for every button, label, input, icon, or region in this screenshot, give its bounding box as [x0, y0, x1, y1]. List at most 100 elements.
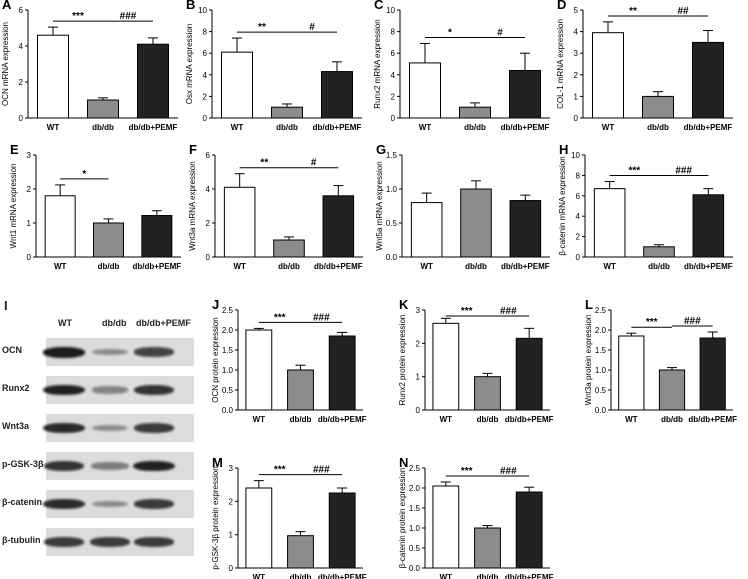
- category-label: db/db: [276, 123, 298, 132]
- category-label: WT: [603, 262, 616, 271]
- bar: [409, 62, 441, 119]
- y-axis-label: Runx2 mRNA expression: [373, 19, 382, 108]
- panel-letter: N: [399, 455, 408, 470]
- blot-row-label: p-GSK-3β: [2, 459, 44, 469]
- blot-band: [134, 347, 174, 357]
- y-tick-label: 3: [27, 151, 32, 160]
- y-tick-label: 0: [27, 253, 32, 262]
- category-label: db/db+PEMF: [684, 123, 733, 132]
- bar: [137, 43, 169, 119]
- category-label: db/db+PEMF: [505, 573, 554, 579]
- category-label: db/db+PEMF: [505, 415, 554, 424]
- bar: [271, 106, 303, 119]
- bar: [618, 335, 645, 411]
- y-tick-label: 2: [391, 92, 396, 101]
- category-label: WT: [420, 262, 433, 271]
- bar: [515, 337, 543, 411]
- blot-row-label: OCN: [2, 345, 22, 355]
- category-label: WT: [253, 415, 266, 424]
- category-label: WT: [231, 123, 244, 132]
- chart-d: D 0 1 2 3 4 5 COL-1 mRNA expression WT db/db db/db…: [556, 0, 733, 132]
- blot-band: [91, 386, 129, 394]
- significance-label: ###: [675, 166, 692, 177]
- blot-band: [133, 423, 175, 433]
- y-tick-label: 10: [571, 151, 580, 160]
- y-tick-label: 1: [574, 92, 579, 101]
- panel-letter: B: [186, 0, 195, 12]
- chart-f: F 0 2 4 6 Wnt3a mRNA expression WT db/db db/db+P…: [188, 142, 363, 271]
- category-label: db/db: [647, 123, 669, 132]
- significance-label: ***: [274, 312, 286, 323]
- y-tick-label: 5: [574, 6, 579, 15]
- significance-label: ##: [677, 6, 689, 17]
- y-tick-label: 0: [576, 253, 581, 262]
- bar: [321, 71, 353, 119]
- category-label: WT: [602, 123, 615, 132]
- chart-k: K 0 1 2 3 Runx2 protein expression WT db/db db/d…: [398, 297, 554, 424]
- y-tick-label: 8: [391, 28, 396, 37]
- y-tick-label: 2.0: [222, 326, 234, 335]
- y-tick-label: 2: [229, 497, 234, 506]
- category-label: db/db: [464, 123, 486, 132]
- bar: [692, 41, 724, 119]
- significance-label: ###: [500, 306, 517, 317]
- y-tick-label: 0: [206, 253, 211, 262]
- y-axis-label: Wnt5a mRNA expression: [375, 161, 384, 250]
- significance-label: **: [258, 22, 266, 33]
- y-tick-label: 1: [416, 373, 421, 382]
- y-tick-label: 4: [19, 42, 24, 51]
- y-tick-label: 0.0: [222, 406, 234, 415]
- category-label: db/db+PEMF: [501, 123, 550, 132]
- y-tick-label: 3: [574, 49, 579, 58]
- panel-letter: H: [559, 142, 568, 157]
- y-tick-label: 0: [19, 114, 24, 123]
- significance-label: ###: [313, 312, 330, 323]
- bar: [432, 485, 460, 569]
- bar: [223, 186, 256, 258]
- blot-row-label: β-tubulin: [2, 535, 41, 545]
- blot-band: [43, 498, 85, 510]
- y-tick-label: 1.5: [595, 346, 607, 355]
- y-tick-label: 1.5: [409, 504, 421, 513]
- panel-letter: M: [212, 455, 223, 470]
- category-label: db/db+PEMF: [132, 262, 181, 271]
- y-tick-label: 2: [19, 78, 24, 87]
- y-tick-label: 1: [229, 531, 234, 540]
- chart-b: B 0 2 4 6 8 10 Osx mRNA expression WT db/db db/db+…: [185, 0, 362, 132]
- significance-label: ***: [461, 306, 473, 317]
- y-tick-label: 0: [574, 114, 579, 123]
- significance-label: *: [448, 27, 452, 38]
- significance-label: ###: [120, 11, 137, 22]
- blot-strip: [43, 338, 194, 366]
- panel-letter-i: I: [4, 298, 8, 313]
- blot-band: [91, 462, 129, 470]
- category-label: WT: [440, 415, 453, 424]
- bar: [642, 95, 674, 119]
- y-axis-label: β-catenin protein expression: [398, 468, 407, 569]
- blot-band: [133, 537, 175, 547]
- category-label: db/db: [278, 262, 300, 271]
- blot-row-label: Wnt3a: [2, 421, 29, 431]
- bar: [245, 329, 273, 411]
- chart-m: M 0 1 2 3 p-GSK-3β protein expression WT db/db d…: [211, 455, 367, 579]
- y-tick-label: 4: [576, 212, 581, 221]
- blot-band: [43, 460, 85, 472]
- y-tick-label: 10: [386, 6, 395, 15]
- bar: [221, 51, 253, 119]
- bar: [593, 188, 626, 258]
- bar: [474, 527, 501, 569]
- y-tick-label: 0.5: [595, 386, 607, 395]
- category-label: db/db+PEMF: [313, 123, 362, 132]
- y-tick-label: 2.0: [409, 484, 421, 493]
- blot-band: [89, 537, 131, 547]
- blot-strip: [43, 528, 194, 556]
- y-axis-label: OCN mRNA expression: [1, 22, 10, 106]
- bar: [328, 492, 356, 569]
- y-tick-label: 0.0: [386, 253, 398, 262]
- significance-label: #: [309, 22, 315, 33]
- blot-band: [43, 422, 85, 434]
- bar: [509, 200, 542, 258]
